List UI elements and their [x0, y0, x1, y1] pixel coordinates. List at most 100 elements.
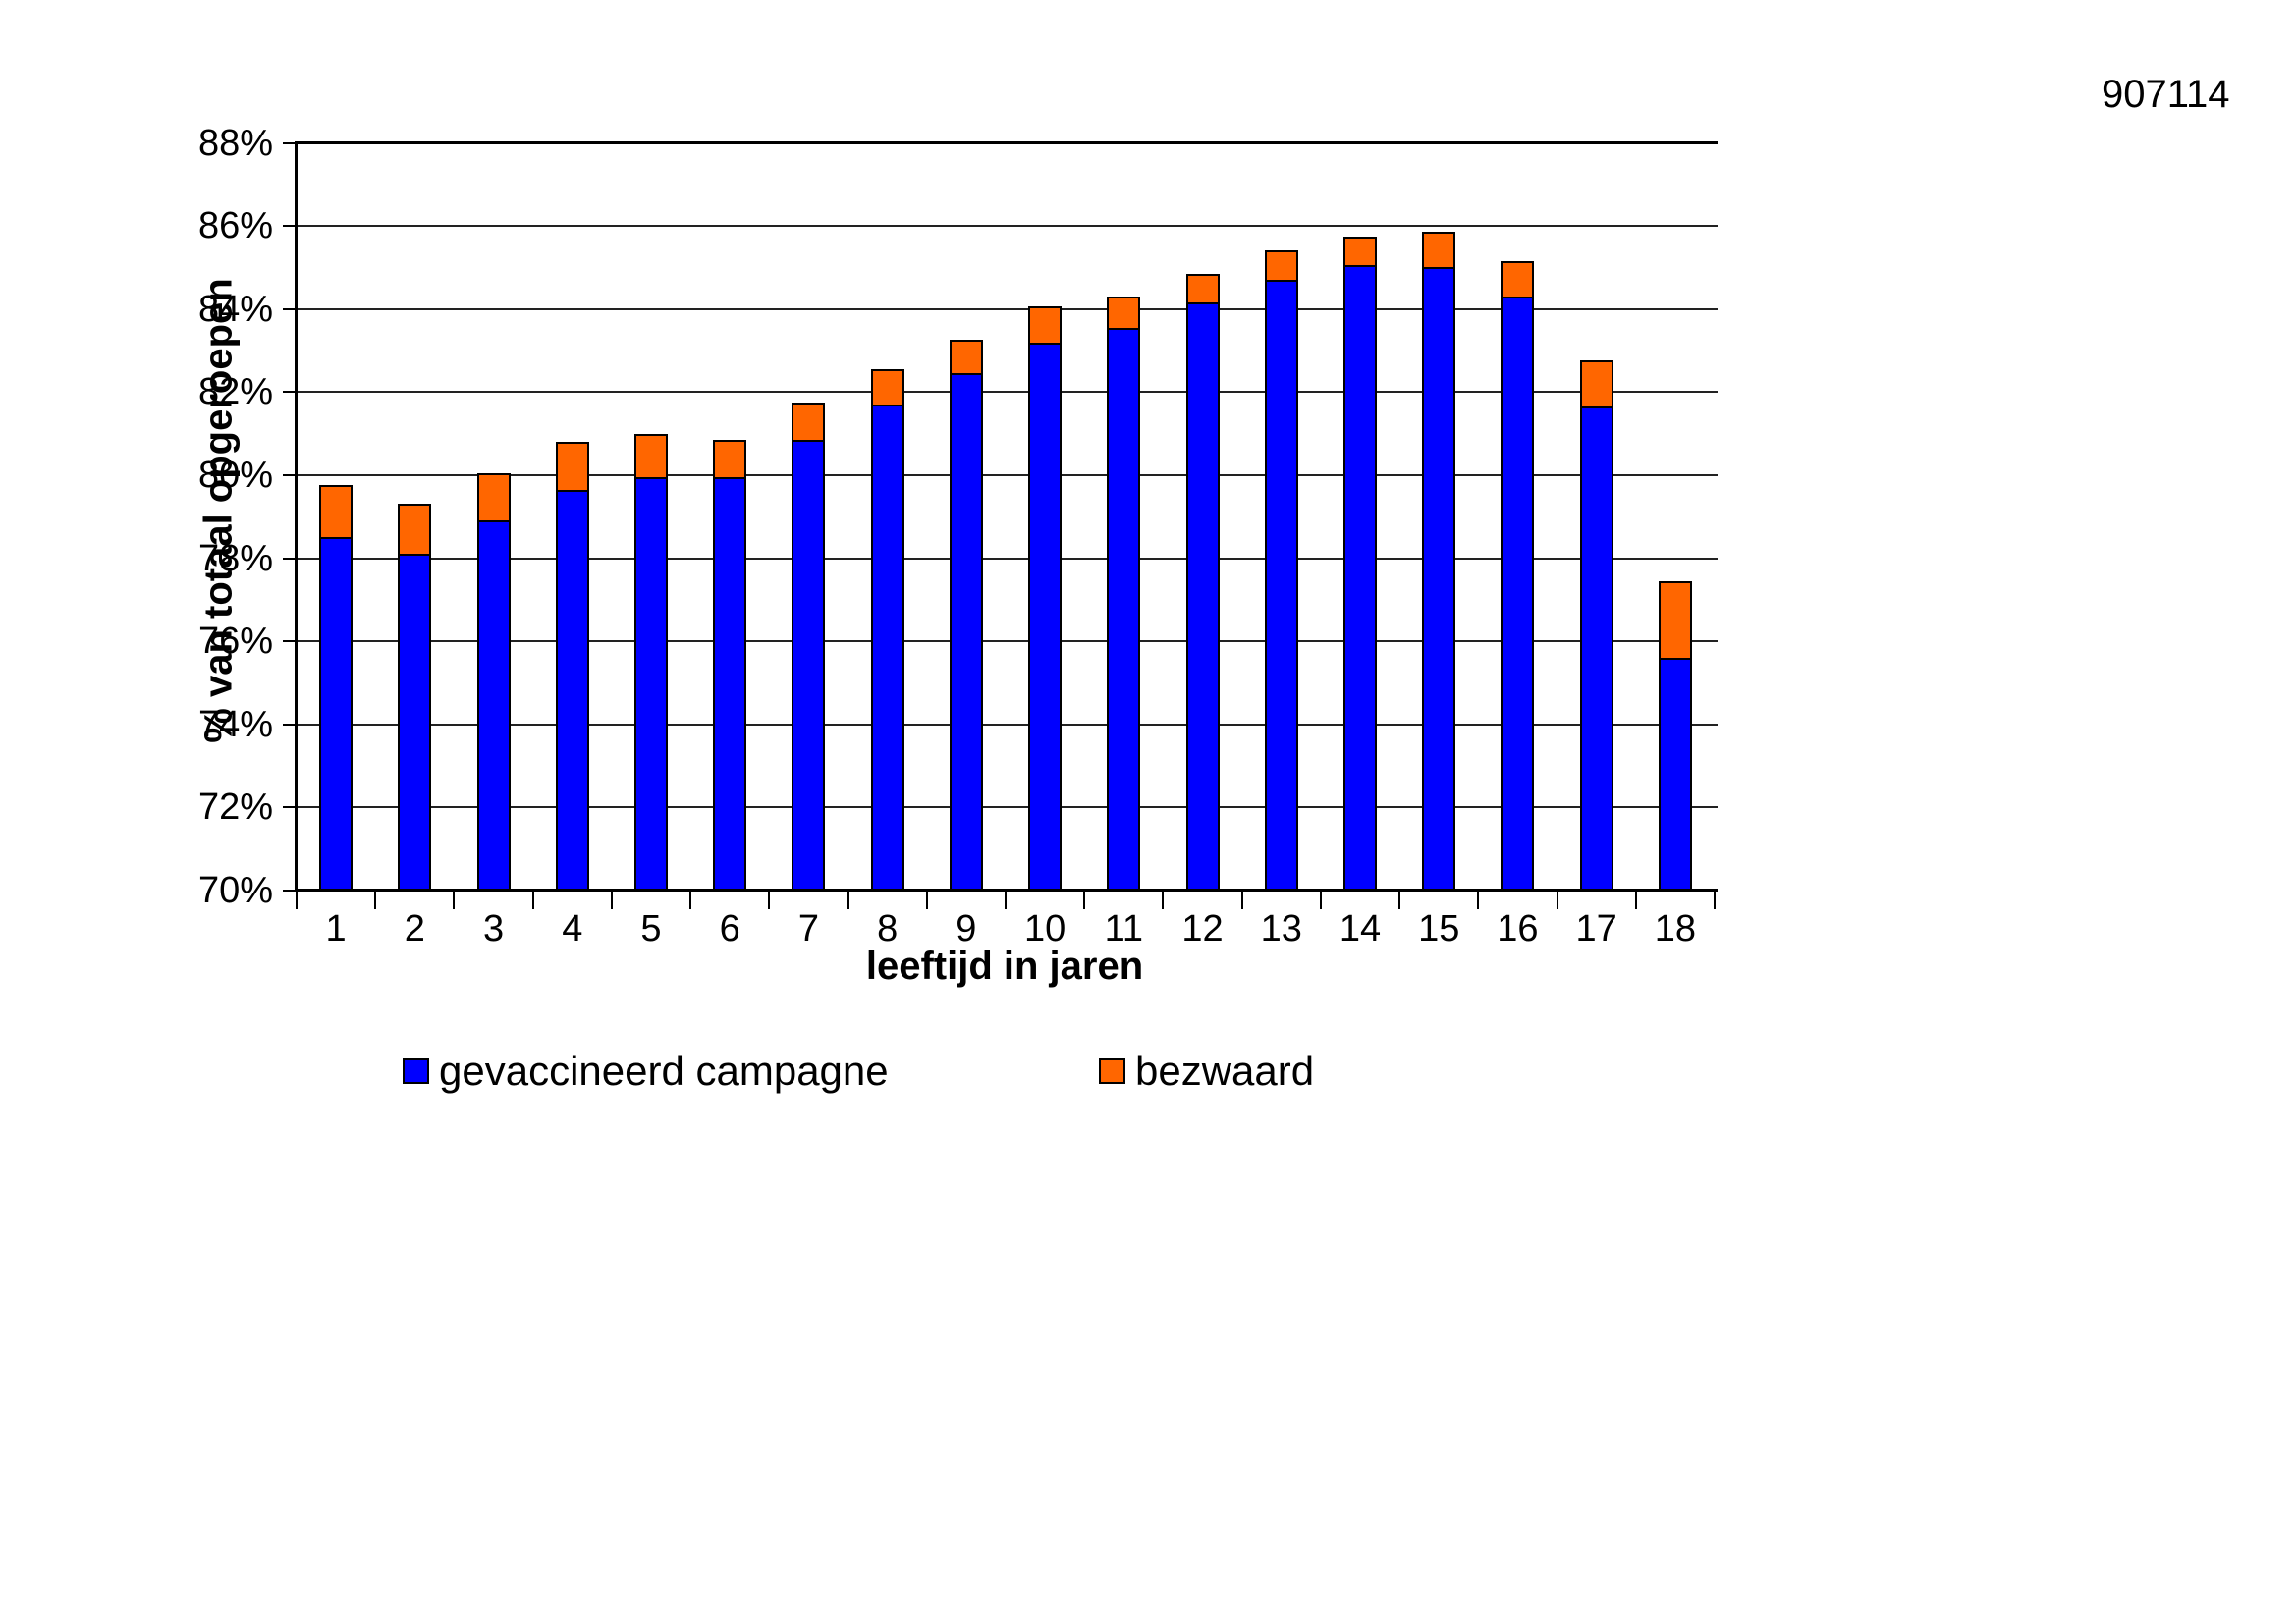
x-axis-line: [295, 889, 1718, 892]
x-tick-7: [847, 891, 849, 909]
x-tick-label-2: 2: [404, 908, 425, 949]
y-tick-label-76: 76%: [197, 621, 273, 663]
bar-bezwaard-17: [1579, 360, 1613, 409]
x-tick-label-7: 7: [797, 908, 819, 949]
bar-gevaccineerd-15: [1422, 267, 1456, 891]
bar-gevaccineerd-18: [1658, 658, 1692, 891]
bar-gevaccineerd-17: [1579, 406, 1613, 891]
x-tick-label-1: 1: [325, 908, 347, 949]
bar-bezwaard-14: [1343, 236, 1377, 268]
x-tick-6: [768, 891, 771, 909]
y-tick-72: [283, 806, 297, 809]
x-tick-8: [925, 891, 928, 909]
bar-gevaccineerd-11: [1107, 327, 1141, 891]
y-tick-88: [283, 141, 297, 144]
x-tick-label-18: 18: [1654, 908, 1697, 949]
gridline-88: [297, 141, 1718, 144]
x-tick-2: [453, 891, 456, 909]
x-tick-1: [374, 891, 377, 909]
bar-bezwaard-15: [1422, 232, 1456, 270]
y-tick-80: [283, 473, 297, 476]
x-tick-label-9: 9: [956, 908, 977, 949]
gridline-76: [297, 640, 1718, 643]
x-tick-12: [1240, 891, 1243, 909]
bar-gevaccineerd-2: [398, 554, 432, 891]
bar-bezwaard-7: [792, 402, 826, 442]
bar-gevaccineerd-6: [713, 477, 747, 891]
bar-bezwaard-5: [634, 433, 668, 480]
x-tick-16: [1556, 891, 1558, 909]
y-tick-label-84: 84%: [197, 288, 273, 330]
bar-gevaccineerd-4: [555, 489, 589, 891]
bar-gevaccineerd-13: [1264, 280, 1298, 891]
bar-bezwaard-2: [398, 504, 432, 557]
legend-swatch-gevaccineerd: [403, 1058, 429, 1084]
bar-gevaccineerd-7: [792, 439, 826, 891]
bar-bezwaard-3: [476, 472, 511, 523]
gridline-72: [297, 806, 1718, 809]
x-tick-13: [1319, 891, 1322, 909]
legend-item-gevaccineerd: gevaccineerd campagne: [403, 1049, 889, 1094]
x-tick-4: [610, 891, 613, 909]
page-id: 907114: [2102, 73, 2230, 116]
x-tick-label-3: 3: [482, 908, 505, 949]
y-tick-label-72: 72%: [197, 786, 273, 829]
x-tick-0: [296, 891, 298, 909]
y-axis-title: % van totaal opgeroepen: [196, 278, 241, 743]
legend-item-bezwaard: bezwaard: [1099, 1049, 1314, 1094]
bar-bezwaard-4: [555, 441, 589, 492]
gridline-74: [297, 723, 1718, 726]
bar-gevaccineerd-9: [949, 373, 983, 891]
y-tick-label-82: 82%: [197, 371, 273, 413]
y-tick-label-88: 88%: [197, 122, 273, 164]
y-tick-84: [283, 307, 297, 310]
x-tick-label-17: 17: [1575, 908, 1617, 949]
y-tick-label-80: 80%: [197, 454, 273, 496]
y-tick-82: [283, 391, 297, 394]
gridline-86: [297, 225, 1718, 228]
bar-gevaccineerd-1: [319, 537, 354, 891]
x-tick-label-4: 4: [562, 908, 583, 949]
bar-gevaccineerd-14: [1343, 265, 1377, 891]
bar-bezwaard-1: [319, 485, 354, 540]
x-tick-label-14: 14: [1339, 908, 1382, 949]
bar-bezwaard-18: [1658, 580, 1692, 661]
x-tick-label-11: 11: [1104, 908, 1144, 949]
y-tick-78: [283, 557, 297, 560]
y-tick-label-70: 70%: [197, 870, 273, 911]
x-tick-17: [1634, 891, 1637, 909]
legend-swatch-bezwaard: [1099, 1058, 1125, 1084]
gridline-80: [297, 473, 1718, 476]
y-tick-76: [283, 640, 297, 643]
bar-gevaccineerd-8: [870, 405, 904, 891]
x-tick-11: [1162, 891, 1165, 909]
bar-bezwaard-8: [870, 368, 904, 406]
y-tick-86: [283, 225, 297, 228]
y-tick-label-86: 86%: [197, 205, 273, 247]
bar-bezwaard-9: [949, 340, 983, 376]
x-tick-label-12: 12: [1181, 908, 1224, 949]
bar-bezwaard-6: [713, 439, 747, 480]
x-tick-label-10: 10: [1023, 908, 1066, 949]
x-axis-title: leeftijd in jaren: [865, 945, 1144, 988]
x-tick-9: [1005, 891, 1007, 909]
bar-gevaccineerd-3: [476, 520, 511, 891]
x-tick-label-13: 13: [1260, 908, 1302, 949]
legend-label-gevaccineerd: gevaccineerd campagne: [439, 1048, 889, 1094]
legend-label-bezwaard: bezwaard: [1135, 1048, 1315, 1094]
x-tick-18: [1714, 891, 1716, 909]
gridline-82: [297, 391, 1718, 394]
y-tick-70: [283, 890, 297, 892]
bar-gevaccineerd-16: [1501, 297, 1535, 891]
x-tick-label-5: 5: [640, 908, 662, 949]
bar-bezwaard-10: [1028, 306, 1063, 345]
x-tick-5: [689, 891, 692, 909]
y-tick-label-74: 74%: [197, 703, 273, 745]
bar-bezwaard-11: [1107, 296, 1141, 330]
bar-gevaccineerd-5: [634, 477, 668, 891]
bar-gevaccineerd-10: [1028, 342, 1063, 891]
x-tick-label-15: 15: [1418, 908, 1460, 949]
y-tick-label-78: 78%: [197, 537, 273, 579]
bar-bezwaard-13: [1264, 250, 1298, 283]
